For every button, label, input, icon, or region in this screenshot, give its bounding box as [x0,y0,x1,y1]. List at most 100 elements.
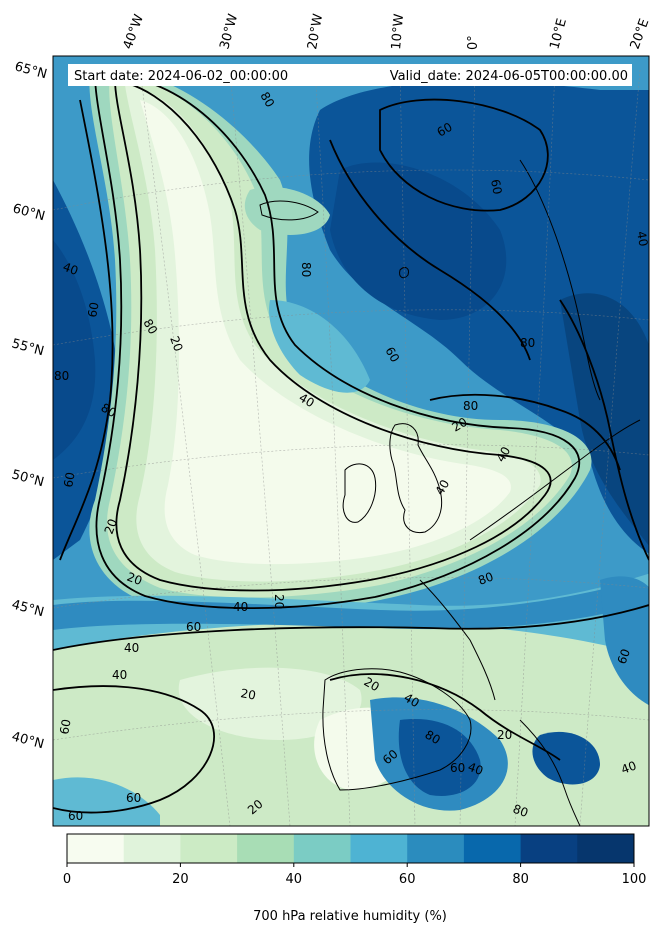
lat-label-60n: 60°N [11,201,47,224]
colorbar-bin [180,834,238,863]
contour-40-south [53,604,649,651]
humidity-field: 20 20 20 20 20 20 20 20 20 40 40 40 40 4… [53,56,649,826]
coastline-great-britain [389,423,443,534]
contour-label: 40 [233,600,248,614]
colorbar-title: 700 hPa relative humidity (%) [253,909,447,924]
lat-label-55n: 55°N [10,336,46,359]
map-frame [52,55,650,827]
contour-label: 20 [167,334,185,353]
coastline-norway [519,159,601,401]
colorbar-bin [520,834,578,863]
contour-label: 60 [61,471,77,488]
contour-label: 40 [61,260,80,278]
coastline-italy [519,719,581,826]
contour-40-ring [94,73,581,610]
contour-label: 20 [497,728,512,742]
lat-label-50n: 50°N [10,467,46,490]
contour-label: 40 [432,477,452,497]
colorbar-tick-label: 100 [622,872,647,887]
contour-label: 40 [297,390,317,410]
contour-labels: 20 20 20 20 20 20 20 20 20 40 40 40 40 4… [54,90,649,824]
contour-label: 60 [186,620,201,634]
start-date-label: Start date: 2024-06-02_00:00:00 [74,69,288,84]
colorbar-tick-label: 0 [63,872,71,887]
contour-80-east [559,299,649,561]
lon-label-40w: 40°W [121,12,147,51]
latitude-labels: 65°N 60°N 55°N 50°N 45°N 40°N [10,59,49,752]
meridian-20w [314,69,351,826]
contour-label: 20 [239,686,256,702]
meridian-30w [229,69,291,826]
contour-label: 20 [102,517,120,536]
lon-label-0: 0° [466,35,481,50]
east-med-humid-core [532,731,600,785]
lon-label-10w: 10°W [389,13,407,50]
colorbar-bin [407,834,465,863]
colorbar-bin [463,834,522,863]
colorbar-bin [350,834,408,863]
contour-20-dry-tongue [114,78,552,592]
contour-label: 60 [57,718,73,735]
contour-label: 80 [520,336,535,350]
lon-label-20w: 20°W [305,13,326,51]
colorbar-tick-label: 40 [286,872,303,887]
lon-label-20e: 20°E [628,17,653,52]
meridian-10w [399,69,416,826]
lon-label-30w: 30°W [217,12,241,51]
contour-label: 80 [140,317,160,337]
colorbar-tick-label: 20 [172,872,189,887]
contour-label: 60 [615,647,633,666]
colorbar-bins [67,834,635,863]
contour-label: 20 [450,415,470,435]
contour-label: 60 [488,178,504,195]
contour-label: 80 [299,262,313,277]
contour-label: 20 [362,674,382,694]
iberia-dry-patch [178,667,362,740]
dry-tongue-core [140,100,511,565]
colorbar-bin [123,834,181,863]
contour-label: 80 [423,727,443,747]
contour-40-east [429,393,621,471]
coastline-ireland [342,463,377,523]
contour-label: 60 [85,301,101,318]
contour-label: 80 [511,802,530,820]
humid-core-north-sea [330,162,507,320]
humid-core-east [560,293,649,546]
lat-label-40n: 40°N [10,729,46,752]
meridian-0 [459,69,476,826]
lon-label-10e: 10°E [547,17,570,51]
contour-label: 40 [466,760,485,778]
meridian-40w [139,69,231,826]
lat-label-45n: 45°N [10,597,46,620]
colorbar-ticks: 0 20 40 60 80 100 [63,863,647,887]
colorbar-bin [67,834,125,863]
parallel-60n [53,169,649,211]
colorbar-bin [293,834,351,863]
coastline-iberia [322,668,472,791]
contour-label: 60 [382,345,402,365]
colorbar-bin [237,834,295,863]
contour-label: 20 [125,570,144,588]
contour-label: 40 [112,668,127,682]
southwest-humid-patch [53,777,160,826]
contour-label: 60 [450,761,465,775]
contour-label: 60 [435,120,455,140]
contour-label: 80 [99,400,119,420]
contour-label: 40 [619,758,638,776]
coastline-continent [469,419,641,541]
southern-humid-core [53,585,620,630]
meridian-10e [514,69,556,826]
contour-label: 20 [272,594,286,609]
contour-label: 80 [463,399,478,413]
contour-80-north [379,98,549,212]
humid-core-west [53,240,96,460]
contour-label: 60 [68,809,83,823]
contour-label: 40 [493,444,513,464]
contour-label: 80 [257,90,277,110]
colorbar: 0 20 40 60 80 100 700 hPa relative humidity (… [63,833,647,924]
contour-60-north [329,139,531,361]
contour-label: 40 [124,641,139,655]
contour-lines [53,73,649,814]
contour-label: 60 [126,791,141,805]
